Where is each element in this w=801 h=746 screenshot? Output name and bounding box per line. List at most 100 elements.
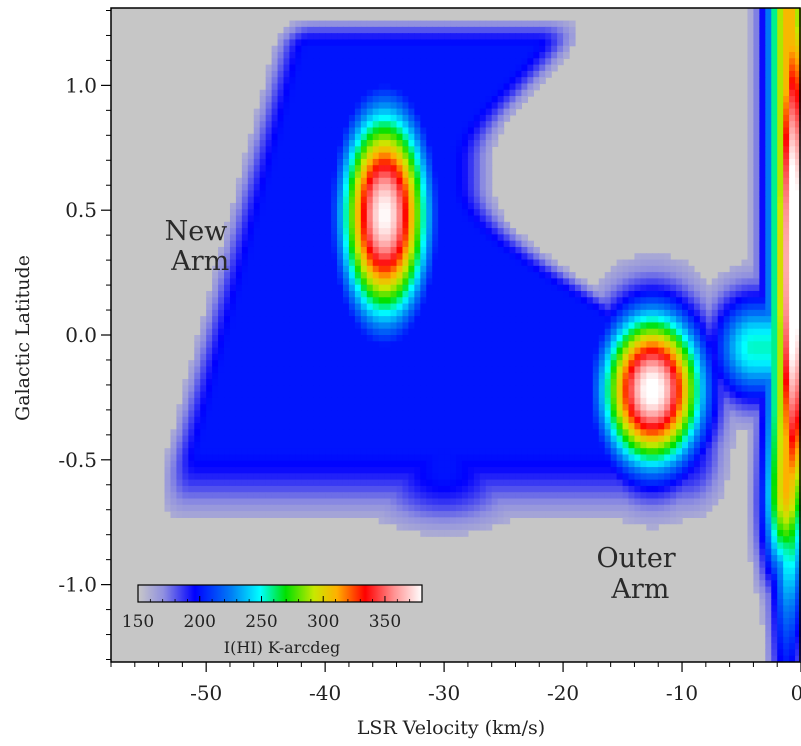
heatmap-cell (515, 322, 523, 330)
heatmap-cell (331, 171, 338, 179)
heatmap-cell (342, 335, 350, 342)
heatmap-cell (438, 177, 445, 185)
heatmap-cell (259, 397, 267, 405)
heatmap-cell (450, 322, 457, 330)
heatmap-cell (670, 284, 677, 292)
heatmap-cell (586, 335, 594, 342)
heatmap-cell (307, 316, 314, 324)
heatmap-cell (271, 158, 279, 166)
heatmap-cell (747, 259, 755, 267)
heatmap-cell (408, 64, 415, 72)
heatmap-cell (444, 253, 451, 261)
heatmap-cell (711, 366, 719, 374)
heatmap-cell (586, 347, 594, 355)
heatmap-cell (319, 190, 326, 198)
heatmap-cell (687, 284, 695, 292)
heatmap-cell (420, 360, 427, 368)
heatmap-cell (319, 70, 326, 78)
heatmap-cell (723, 360, 731, 368)
heatmap-cell (313, 379, 320, 386)
heatmap-cell (253, 278, 261, 286)
heatmap-cell (378, 410, 386, 418)
heatmap-cell (366, 108, 374, 116)
heatmap-cell (497, 404, 505, 412)
heatmap-cell (390, 209, 398, 217)
heatmap-cell (348, 328, 356, 336)
heatmap-cell (348, 397, 356, 405)
heatmap-cell (557, 278, 564, 286)
heatmap-cell (408, 278, 415, 286)
heatmap-cell (604, 303, 612, 311)
heatmap-cell (402, 385, 410, 393)
heatmap-cell (229, 272, 237, 280)
heatmap-cell (717, 309, 725, 317)
heatmap-cell (212, 416, 219, 424)
heatmap-cell (789, 127, 796, 135)
heatmap-cell (592, 303, 600, 311)
heatmap-cell (521, 45, 528, 53)
heatmap-cell (765, 303, 772, 311)
heatmap-cell (527, 410, 534, 418)
heatmap-cell (331, 121, 338, 129)
heatmap-cell (265, 133, 273, 141)
heatmap-cell (533, 83, 540, 91)
heatmap-cell (509, 246, 517, 254)
heatmap-cell (586, 416, 594, 424)
heatmap-cell (313, 240, 320, 248)
heatmap-cell (646, 416, 653, 424)
heatmap-cell (533, 316, 540, 324)
heatmap-cell (366, 410, 374, 418)
heatmap-cell (461, 96, 469, 103)
heatmap-cell (402, 121, 410, 129)
heatmap-cell (467, 146, 475, 154)
heatmap-cell (563, 429, 570, 437)
heatmap-cell (384, 328, 392, 336)
heatmap-cell (521, 379, 528, 386)
heatmap-cell (378, 64, 386, 72)
heatmap-cell (229, 341, 237, 349)
heatmap-cell (533, 70, 540, 78)
heatmap-cell (259, 435, 267, 443)
heatmap-cell (598, 328, 606, 336)
heatmap-cell (687, 360, 695, 368)
heatmap-cell (342, 140, 350, 147)
heatmap-cell (682, 404, 689, 412)
heatmap-cell (473, 121, 481, 129)
heatmap-cell (319, 77, 326, 85)
heatmap-cell (580, 290, 588, 298)
heatmap-cell (218, 360, 225, 368)
heatmap-cell (289, 278, 296, 286)
heatmap-cell (331, 33, 338, 41)
heatmap-cell (717, 297, 725, 305)
heatmap-cell (479, 228, 487, 235)
heatmap-cell (331, 70, 338, 78)
heatmap-cell (212, 322, 219, 330)
heatmap-cell (467, 58, 475, 66)
heatmap-cell (444, 353, 451, 361)
heatmap-cell (545, 397, 552, 405)
heatmap-cell (384, 140, 392, 147)
heatmap-cell (384, 202, 392, 210)
heatmap-cell (789, 209, 796, 217)
heatmap-cell (241, 284, 249, 292)
heatmap-cell (360, 246, 368, 254)
heatmap-cell (277, 322, 285, 330)
heatmap-cell (438, 196, 445, 204)
heatmap-cell (753, 416, 760, 424)
heatmap-cell (289, 221, 296, 229)
heatmap-cell (241, 366, 249, 374)
heatmap-cell (307, 253, 314, 261)
heatmap-cell (408, 416, 415, 424)
heatmap-cell (235, 366, 243, 374)
heatmap-cell (247, 379, 255, 386)
heatmap-cell (277, 52, 285, 59)
heatmap-cell (533, 353, 540, 361)
heatmap-cell (438, 246, 445, 254)
heatmap-cell (563, 423, 570, 430)
heatmap-cell (646, 404, 653, 412)
heatmap-cell (402, 272, 410, 280)
heatmap-cell (337, 196, 344, 204)
heatmap-cell (515, 341, 523, 349)
heatmap-cell (658, 297, 665, 305)
heatmap-cell (497, 114, 505, 122)
